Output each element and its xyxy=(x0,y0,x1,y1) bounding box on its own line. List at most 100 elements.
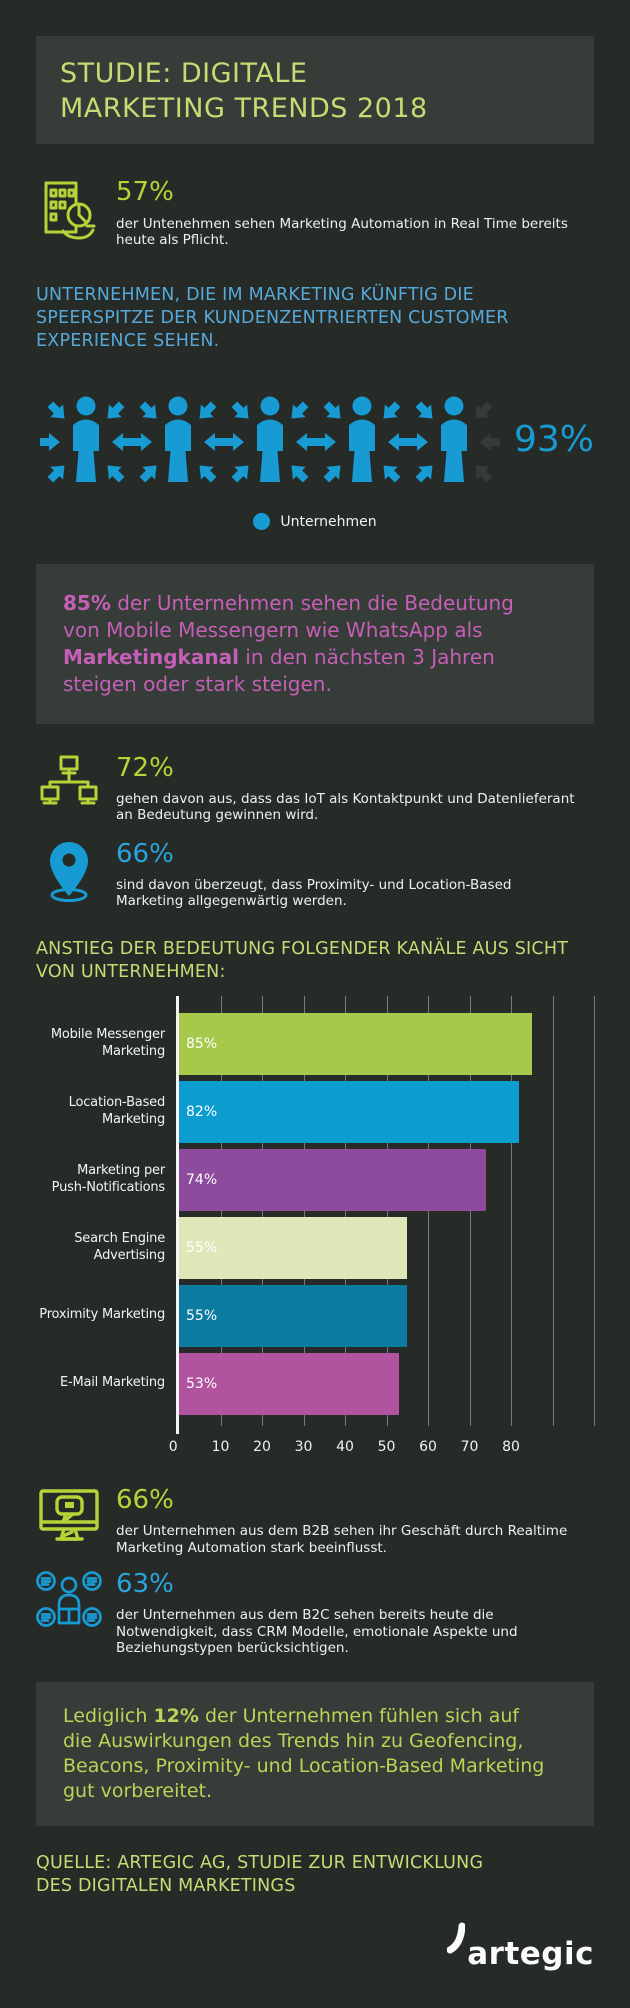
gridline xyxy=(303,995,305,1426)
stat-b2b-value: 66% xyxy=(116,1484,174,1515)
bar: 74% xyxy=(179,1148,487,1211)
location-pin-icon xyxy=(36,840,102,904)
source-line2: DES DIGITALEN MARKETINGS xyxy=(36,1876,296,1897)
gridline xyxy=(594,995,595,1426)
stat-automation: 57% der Untenehmen sehen Marketing Autom… xyxy=(36,178,594,248)
page-title: STUDIE: DIGITALE MARKETING TRENDS 2018 xyxy=(60,56,570,126)
bar: 85% xyxy=(179,1012,532,1075)
gridline xyxy=(386,995,388,1426)
logo-text: artegic xyxy=(467,1936,594,1972)
bar-row: E-Mail Marketing 53% xyxy=(36,1350,594,1418)
legend-dot-icon xyxy=(253,513,271,531)
stat-b2b-body: 66% der Unternehmen aus dem B2B sehen ih… xyxy=(116,1486,578,1556)
source-line1: QUELLE: ARTEGIC AG, STUDIE ZUR ENTWICKLU… xyxy=(36,1853,484,1874)
stat-iot: 72% gehen davon aus, dass das IoT als Ko… xyxy=(36,754,594,824)
page-title-line1: STUDIE: DIGITALE xyxy=(60,58,308,89)
stat-proximity: 66% sind davon überzeugt, dass Proximity… xyxy=(36,838,594,910)
stat-automation-text: der Untenehmen sehen Marketing Automatio… xyxy=(116,215,568,248)
bar-chart-heading: ANSTIEG DER BEDEUTUNG FOLGENDER KANÄLE A… xyxy=(36,938,569,982)
header-panel: STUDIE: DIGITALE MARKETING TRENDS 2018 xyxy=(36,36,594,145)
monitor-chat-icon xyxy=(36,1486,102,1546)
messenger-callout-panel: 85% der Unternehmen sehen die Bedeutung … xyxy=(36,564,594,724)
network-icon xyxy=(36,754,102,810)
bar: 53% xyxy=(179,1352,399,1415)
stat-b2c: 63% der Unternehmen aus dem B2C sehen be… xyxy=(36,1570,594,1656)
bar-track: 53% xyxy=(179,1352,594,1415)
bar-row: Location-Based Marketing 82% xyxy=(36,1078,594,1146)
bar: 55% xyxy=(179,1216,408,1279)
x-axis-tick-label: 30 xyxy=(294,1438,313,1455)
artegic-logo: artegic xyxy=(447,1922,594,1970)
gridline xyxy=(552,995,554,1426)
bar-track: 82% xyxy=(179,1080,594,1143)
stat-b2c-body: 63% der Unternehmen aus dem B2C sehen be… xyxy=(116,1570,578,1656)
building-chart-icon xyxy=(36,178,102,246)
messenger-callout-text2: in den nächsten 3 Jahren steigen oder st… xyxy=(63,645,495,696)
bar-row: Marketing per Push-Notifications 74% xyxy=(36,1146,594,1214)
gridline xyxy=(428,995,429,1426)
messenger-callout-text1: der Unternehmen sehen die Bedeutung von … xyxy=(63,591,514,643)
gridline xyxy=(220,995,222,1426)
preparedness-pct: 12% xyxy=(153,1704,199,1727)
x-axis-tick-label: 40 xyxy=(336,1438,354,1455)
source-note: QUELLE: ARTEGIC AG, STUDIE ZUR ENTWICKLU… xyxy=(36,1852,594,1898)
bar-row: Proximity Marketing 55% xyxy=(36,1282,594,1350)
preparedness-text2: der Unternehmen fühlen sich auf die Ausw… xyxy=(63,1704,545,1803)
stat-proximity-value: 66% xyxy=(116,838,174,869)
messenger-callout-pct: 85% xyxy=(63,591,111,616)
stat-iot-body: 72% gehen davon aus, dass das IoT als Ko… xyxy=(116,754,578,824)
bar-row: Search Engine Advertising 55% xyxy=(36,1214,594,1282)
gridline xyxy=(469,995,471,1426)
customer-experience-value: 93% xyxy=(513,418,594,460)
bar-value-label: 55% xyxy=(186,1239,218,1256)
bar-category-label: Proximity Marketing xyxy=(39,1307,165,1323)
bar-row: Mobile Messenger Marketing 85% xyxy=(36,1010,594,1078)
bar-chart-rows: Mobile Messenger Marketing 85% Location-Ba… xyxy=(36,996,594,1418)
x-axis-tick-label: 60 xyxy=(419,1438,437,1455)
bar-track: 74% xyxy=(179,1148,594,1211)
page-title-line2: MARKETING TRENDS 2018 xyxy=(60,93,428,125)
x-axis-tick-label: 70 xyxy=(460,1438,479,1455)
bar-chart-grid xyxy=(179,995,595,1426)
stat-b2c-value: 63% xyxy=(116,1568,174,1599)
bar-category-label: Marketing per Push-Notifications xyxy=(51,1163,166,1195)
stat-iot-value: 72% xyxy=(116,752,174,783)
customer-experience-pictogram: 93% xyxy=(36,391,594,487)
stat-iot-text: gehen davon aus, dass das IoT als Kontak… xyxy=(116,791,575,824)
x-axis-tick-label: 0 xyxy=(168,1438,178,1455)
people-group-icon xyxy=(36,1570,102,1634)
x-axis-tick-label: 80 xyxy=(502,1438,520,1455)
legend-label: Unternehmen xyxy=(280,513,377,530)
logo-swoosh-icon xyxy=(447,1922,466,1954)
stat-proximity-text: sind davon überzeugt, dass Proximity- un… xyxy=(116,877,512,910)
bar-category-label: E-Mail Marketing xyxy=(59,1375,165,1391)
x-axis-tick-label: 10 xyxy=(211,1438,230,1455)
gridline xyxy=(345,995,346,1426)
preparedness-callout-panel: Lediglich 12% der Unternehmen fühlen sic… xyxy=(36,1681,594,1827)
messenger-callout-keyword: Marketingkanal xyxy=(63,645,239,670)
bar-chart-xaxis: 0 10 20 30 40 50 60 70 80 xyxy=(169,1436,594,1460)
bar-value-label: 74% xyxy=(186,1171,218,1188)
gridline xyxy=(511,995,512,1426)
bar-value-label: 82% xyxy=(186,1103,218,1120)
stat-b2b: 66% der Unternehmen aus dem B2B sehen ih… xyxy=(36,1486,594,1556)
bar-category-label: Mobile Messenger Marketing xyxy=(50,1027,165,1059)
legend-unternehmen: Unternehmen xyxy=(0,513,630,531)
stat-b2c-text: der Unternehmen aus dem B2C sehen bereit… xyxy=(116,1607,518,1656)
bar-track: 55% xyxy=(179,1284,594,1347)
bar-value-label: 55% xyxy=(186,1307,218,1324)
bar: 82% xyxy=(179,1080,520,1143)
bar-category-label: Search Engine Advertising xyxy=(74,1231,165,1263)
bar-value-label: 85% xyxy=(186,1035,218,1052)
bar-chart-axis-line xyxy=(176,995,179,1434)
people-arrows-graphic xyxy=(39,396,500,487)
stat-automation-value: 57% xyxy=(116,177,174,208)
x-axis-tick-label: 20 xyxy=(253,1438,271,1455)
bar-category-label: Location-Based Marketing xyxy=(68,1095,166,1127)
bar-track: 55% xyxy=(179,1216,594,1279)
bar: 55% xyxy=(179,1284,408,1347)
gridline xyxy=(262,995,263,1426)
bar-chart: Mobile Messenger Marketing 85% Location-Ba… xyxy=(36,995,595,1462)
stat-proximity-body: 66% sind davon überzeugt, dass Proximity… xyxy=(116,838,578,910)
